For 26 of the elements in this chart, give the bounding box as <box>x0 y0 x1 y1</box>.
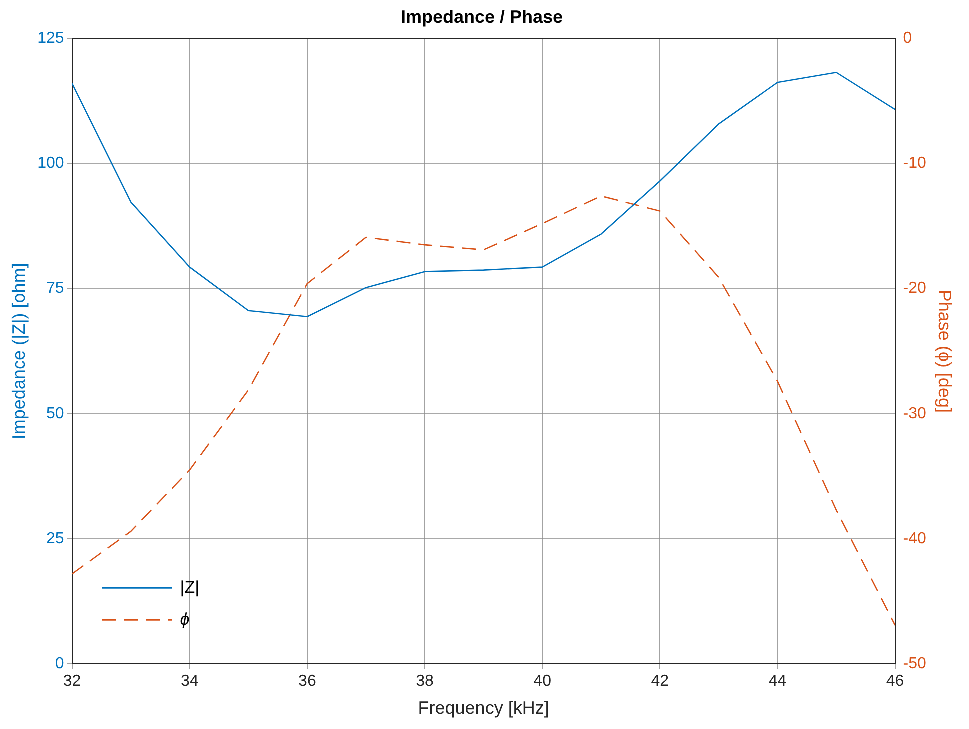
y2-tick-label: -50 <box>903 656 926 673</box>
x-tick-label: 36 <box>298 673 316 690</box>
x-tick-label: 34 <box>180 673 199 690</box>
x-tick-label: 46 <box>886 673 904 690</box>
y-tick-label: 100 <box>38 155 64 172</box>
y2-tick-label: -10 <box>903 155 926 172</box>
y2-tick-label: -20 <box>903 280 926 298</box>
y-tick-label: 25 <box>46 530 64 548</box>
y2-axis-title: Phase (ϕ) [deg] <box>935 290 956 413</box>
x-tick-label: 32 <box>63 673 82 690</box>
y2-tick-label: -40 <box>903 530 926 548</box>
x-axis-title: Frequency [kHz] <box>418 698 550 718</box>
y2-tick-label: -30 <box>903 405 926 422</box>
y-tick-label: 0 <box>55 656 64 673</box>
y-tick-label: 50 <box>46 405 64 422</box>
y-tick-label: 125 <box>38 30 64 48</box>
x-tick-label: 40 <box>534 673 552 690</box>
y2-tick-label: 0 <box>903 30 912 48</box>
y-tick-label: 75 <box>46 280 64 298</box>
x-tick-label: 42 <box>651 673 670 690</box>
y-axis-title: Impedance (|Z|) [ohm] <box>8 263 29 440</box>
legend-label: ϕ <box>180 610 190 629</box>
x-tick-label: 44 <box>768 673 787 690</box>
legend-label: |Z| <box>180 578 200 597</box>
chart-title: Impedance / Phase <box>400 6 564 27</box>
x-tick-label: 38 <box>416 673 434 690</box>
